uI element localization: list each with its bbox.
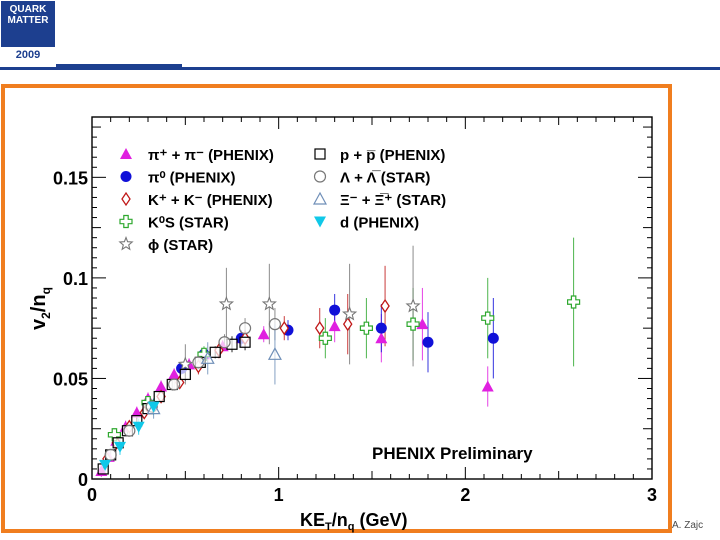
y-tick-label: 0.05	[53, 369, 88, 389]
data-point	[177, 356, 193, 371]
logo-line2: MATTER	[7, 15, 49, 26]
data-point	[257, 328, 270, 340]
x-tick-label: 0	[87, 485, 97, 505]
data-point	[114, 441, 126, 453]
data-point	[375, 322, 387, 334]
data-point	[329, 304, 341, 316]
data-point	[209, 346, 221, 358]
legend-marker	[121, 191, 131, 207]
data-point	[130, 406, 143, 418]
data-point	[481, 311, 495, 325]
data-point	[342, 316, 353, 332]
y-tick-label: 0.1	[63, 269, 88, 289]
legend-label: K⁰S (STAR)	[148, 215, 229, 232]
data-point	[487, 332, 499, 344]
logo-year: 2009	[15, 49, 41, 61]
legend-label: d (PHENIX)	[340, 215, 419, 232]
data-point	[168, 368, 181, 380]
y-axis-label: v2/nq	[28, 287, 53, 330]
conference-logo: QUARK MATTER 2009	[0, 0, 56, 68]
x-tick-label: 3	[647, 485, 657, 505]
data-point	[279, 320, 290, 336]
data-point	[200, 351, 215, 364]
legend-marker	[120, 171, 132, 182]
data-point	[318, 331, 332, 345]
data-point	[261, 295, 277, 311]
logo-block	[1, 1, 55, 47]
data-point	[168, 378, 181, 391]
legend-label: ϕ (STAR)	[148, 237, 213, 254]
legend-marker	[312, 191, 328, 205]
legend-marker	[314, 148, 326, 160]
data-point	[132, 421, 145, 433]
legend-marker	[313, 170, 327, 183]
data-point	[104, 448, 117, 461]
chart-annotation: PHENIX Preliminary	[372, 444, 533, 463]
x-tick-label: 2	[460, 485, 470, 505]
data-point	[405, 297, 421, 313]
x-tick-label: 1	[274, 485, 284, 505]
data-point	[380, 298, 390, 314]
data-point	[153, 390, 165, 403]
data-point	[341, 306, 358, 321]
legend-marker	[119, 214, 133, 229]
data-point	[123, 424, 136, 437]
data-point	[481, 380, 494, 392]
logo-line1: QUARK	[9, 4, 47, 15]
legend-marker	[314, 216, 326, 228]
legend-label: π⁰ (PHENIX)	[148, 170, 236, 187]
legend-label: π⁺ + π⁻ (PHENIX)	[148, 147, 274, 164]
data-point	[359, 321, 373, 335]
data-point	[147, 401, 160, 413]
figure-frame	[1, 84, 672, 533]
footer-author: A. Zajc	[672, 520, 704, 531]
header-rule	[0, 67, 720, 70]
data-point	[406, 317, 420, 331]
header-accent-bar	[56, 64, 182, 67]
data-point	[314, 320, 325, 336]
data-point	[239, 336, 251, 348]
data-point	[99, 459, 112, 471]
y-tick-label: 0	[78, 470, 88, 490]
data-point	[267, 347, 282, 360]
data-point	[375, 332, 388, 344]
y-tick-label: 0.15	[53, 168, 88, 188]
data-point	[179, 368, 191, 381]
data-point	[268, 318, 282, 331]
data-point	[218, 336, 231, 349]
legend-marker	[120, 148, 132, 159]
data-point	[566, 295, 581, 309]
data-point	[238, 322, 252, 335]
legend-label: p + p̅ (PHENIX)	[340, 147, 445, 164]
data-point	[328, 320, 341, 332]
legend-label: Λ + Λ̅ (STAR)	[340, 170, 430, 187]
data-point	[218, 295, 235, 311]
x-axis-label: KET/nq (GeV)	[300, 510, 408, 533]
legend-label: Ξ⁻ + Ξ̅⁺ (STAR)	[340, 192, 446, 209]
legend-label: K⁺ + K⁻ (PHENIX)	[148, 192, 273, 209]
data-point	[155, 380, 168, 392]
data-point	[422, 336, 434, 348]
legend-marker	[118, 235, 134, 251]
